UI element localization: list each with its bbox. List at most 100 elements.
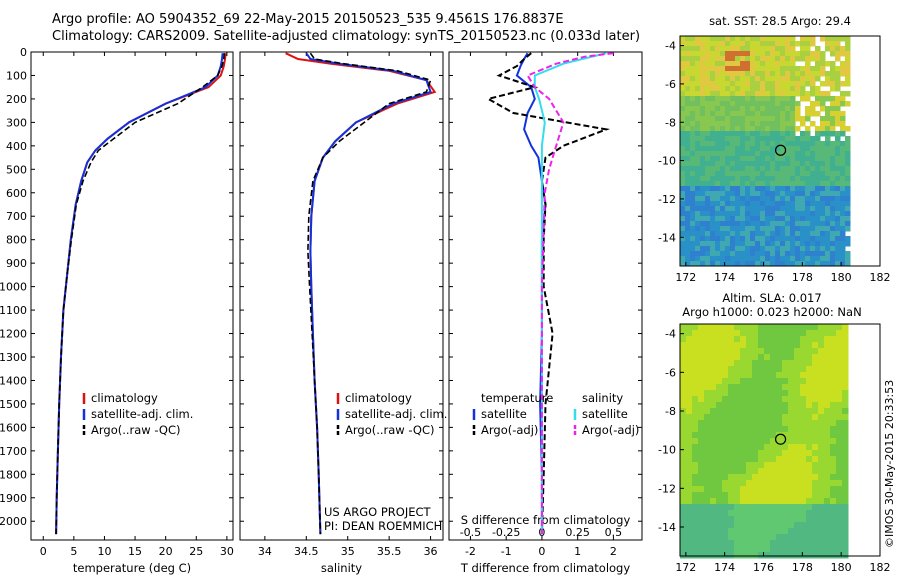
map-cell [825, 191, 831, 197]
map-cell [746, 510, 753, 517]
map-cell [695, 96, 701, 102]
map-cell [710, 221, 716, 227]
map-cell [812, 336, 819, 343]
map-cell [686, 402, 693, 409]
map-cell [795, 196, 801, 202]
map-cell [746, 378, 753, 385]
map-cell [745, 96, 751, 102]
map-cell [818, 396, 825, 403]
map-cell [770, 402, 777, 409]
map-cell [692, 492, 699, 499]
map-cell [764, 546, 771, 553]
map-cell [710, 206, 716, 212]
map-cell [740, 86, 746, 92]
map-cell [746, 348, 753, 355]
map-cell [775, 236, 781, 242]
map-cell [685, 226, 691, 232]
map-cell [782, 348, 789, 355]
map-cell [735, 131, 741, 137]
map-cell [835, 241, 841, 247]
map-cell [734, 522, 741, 529]
map-cell [700, 136, 706, 142]
map-cell [782, 468, 789, 475]
map-cell [735, 81, 741, 87]
map-cell [830, 41, 836, 47]
map-cell [746, 366, 753, 373]
map-cell [734, 396, 741, 403]
map-cell [810, 231, 816, 237]
map-cell [840, 241, 846, 247]
map-cell [835, 166, 841, 172]
map-cell [788, 468, 795, 475]
map-cell [698, 534, 705, 541]
x-tick-label: 5 [70, 545, 77, 558]
map-cell [704, 474, 711, 481]
map-cell [734, 426, 741, 433]
map-cell [770, 486, 777, 493]
map-cell [845, 191, 851, 197]
map-cell [720, 46, 726, 52]
map-cell [775, 66, 781, 72]
map-cell [815, 66, 821, 72]
map-cell [824, 552, 831, 559]
map-cell [690, 86, 696, 92]
map-cell [782, 546, 789, 553]
map-cell [710, 378, 717, 385]
map-cell [730, 191, 736, 197]
map-cell [755, 136, 761, 142]
map-cell [818, 498, 825, 505]
map-cell [700, 56, 706, 62]
map-cell [686, 552, 693, 559]
map-cell [794, 540, 801, 547]
map-cell [746, 402, 753, 409]
map-x-tick-label: 180 [831, 561, 852, 574]
map-cell [704, 360, 711, 367]
map-cell [745, 46, 751, 52]
map-cell [725, 151, 731, 157]
map-cell [830, 161, 836, 167]
map-cell [722, 408, 729, 415]
map-cell [775, 186, 781, 192]
map-cell [845, 256, 851, 262]
map-cell [815, 211, 821, 217]
map-cell [728, 402, 735, 409]
map-cell [812, 462, 819, 469]
x-tick-label: -1 [501, 545, 512, 558]
map-cell [710, 462, 717, 469]
map-cell [842, 534, 849, 541]
map-cell [824, 510, 831, 517]
map-cell [750, 156, 756, 162]
map-cell [812, 468, 819, 475]
map-cell [752, 402, 759, 409]
map-cell [720, 216, 726, 222]
map-cell [716, 528, 723, 535]
map-cell [695, 76, 701, 82]
map-cell [758, 456, 765, 463]
map-cell [764, 354, 771, 361]
map-cell [715, 86, 721, 92]
map-cell [750, 61, 756, 67]
map-cell [705, 146, 711, 152]
map-cell [752, 390, 759, 397]
map-cell [722, 336, 729, 343]
map-cell [842, 408, 849, 415]
map-cell [788, 372, 795, 379]
map-cell [750, 96, 756, 102]
map-cell [815, 171, 821, 177]
map-cell [840, 116, 846, 122]
map-cell [734, 330, 741, 337]
map-cell [765, 126, 771, 132]
map-cell [692, 414, 699, 421]
map-cell [745, 171, 751, 177]
map-cell [794, 492, 801, 499]
map-x-tick-label: 176 [753, 561, 774, 574]
map-cell [746, 354, 753, 361]
map-cell [746, 528, 753, 535]
map-cell [690, 131, 696, 137]
map-cell [795, 201, 801, 207]
map-cell [785, 141, 791, 147]
map-cell [716, 408, 723, 415]
map-cell [780, 86, 786, 92]
map-cell [835, 86, 841, 92]
map-cell [725, 111, 731, 117]
